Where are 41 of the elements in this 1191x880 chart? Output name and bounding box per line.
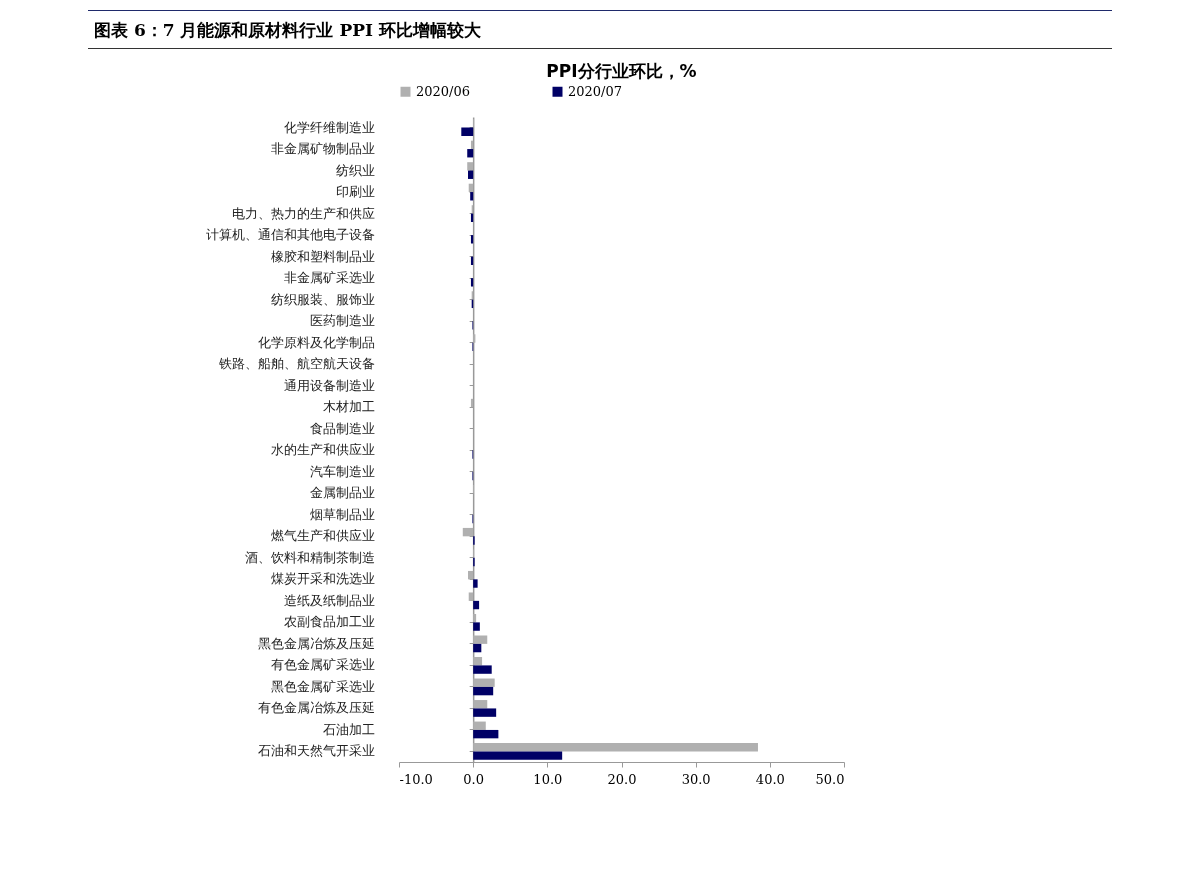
x-tick-label: 0.0 — [463, 771, 485, 787]
y-tick-label: 有色金属矿采选业 — [270, 657, 375, 673]
y-tick-label: 食品制造业 — [309, 420, 375, 436]
y-tick-label: 酒、饮料和精制茶制造 — [244, 549, 375, 565]
x-tick-label: -10.0 — [399, 771, 433, 787]
y-tick-label: 黑色金属冶炼及压延 — [257, 635, 375, 651]
legend-label: 2020/06 — [416, 83, 471, 99]
x-tick-label: 10.0 — [533, 771, 563, 787]
y-tick-label: 医药制造业 — [309, 313, 375, 329]
y-tick-label: 通用设备制造业 — [283, 377, 375, 393]
y-tick-label: 印刷业 — [335, 184, 375, 200]
x-tick-label: 40.0 — [755, 771, 785, 787]
y-tick-label: 石油和天然气开采业 — [257, 743, 375, 759]
y-tick-label: 化学原料及化学制品 — [257, 334, 375, 350]
y-tick-label: 橡胶和塑料制品业 — [270, 248, 375, 264]
y-tick-label: 石油加工 — [322, 721, 375, 737]
y-tick-label: 纺织业 — [335, 162, 375, 178]
y-tick-label: 农副食品加工业 — [283, 614, 375, 630]
chart-title: 图表 6：7 月能源和原材料行业 PPI 环比增幅较大 — [88, 10, 1112, 49]
y-tick-label: 燃气生产和供应业 — [270, 528, 375, 544]
y-tick-label: 烟草制品业 — [309, 506, 375, 522]
x-tick-label: 30.0 — [681, 771, 711, 787]
legend-label: 2020/07 — [568, 83, 623, 99]
y-tick-label: 造纸及纸制品业 — [283, 592, 375, 608]
y-tick-label: 黑色金属矿采选业 — [270, 678, 375, 694]
x-tick-label: 50.0 — [815, 771, 845, 787]
x-tick-label: 20.0 — [607, 771, 637, 787]
y-tick-label: 计算机、通信和其他电子设备 — [205, 227, 375, 243]
y-tick-label: 非金属矿物制品业 — [270, 141, 375, 157]
y-tick-label: 煤炭开采和洗选业 — [270, 571, 375, 587]
y-tick-label: 汽车制造业 — [309, 463, 375, 479]
y-tick-label: 有色金属冶炼及压延 — [257, 700, 375, 716]
y-tick-label: 金属制品业 — [309, 485, 375, 501]
y-tick-label: 电力、热力的生产和供应 — [231, 205, 375, 221]
chart-subtitle: PPI分行业环比，% — [546, 61, 697, 81]
y-tick-label: 铁路、船舶、航空航天设备 — [217, 356, 375, 372]
y-tick-label: 纺织服装、服饰业 — [270, 291, 375, 307]
y-tick-label: 化学纤维制造业 — [283, 119, 375, 135]
y-tick-label: 非金属矿采选业 — [283, 270, 375, 286]
y-tick-label: 水的生产和供应业 — [270, 442, 375, 458]
y-tick-label: 木材加工 — [322, 399, 375, 415]
